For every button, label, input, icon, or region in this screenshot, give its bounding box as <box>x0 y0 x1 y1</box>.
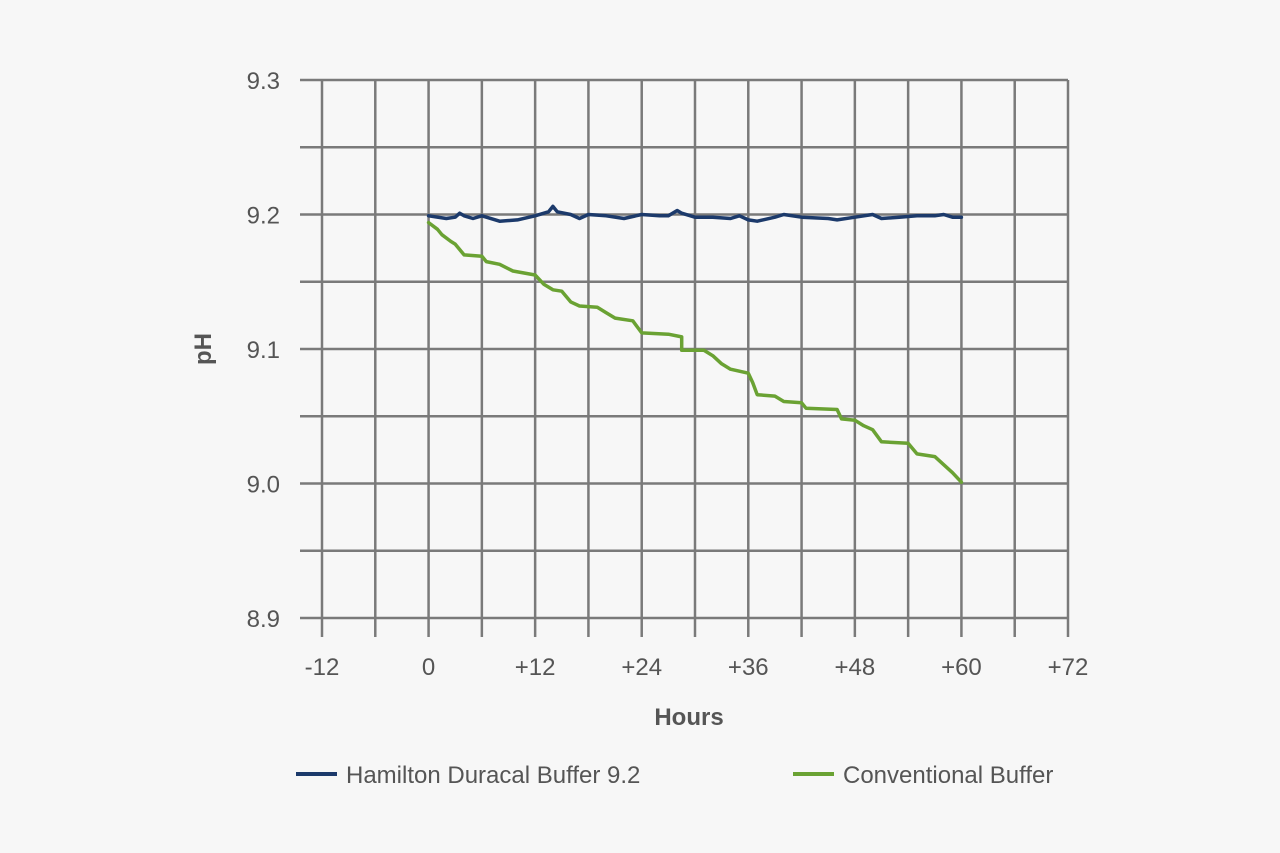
legend: Hamilton Duracal Buffer 9.2 Conventional… <box>296 762 1053 789</box>
series-line-conventional <box>426 220 964 484</box>
series-line-hamilton <box>426 204 964 223</box>
x-tick-label: +24 <box>621 654 662 681</box>
x-tick-label: -12 <box>305 654 340 681</box>
x-tick-label: +12 <box>515 654 556 681</box>
y-tick-label: 9.0 <box>247 472 280 499</box>
x-tick-label: 0 <box>422 654 435 681</box>
x-tick-label: +48 <box>834 654 875 681</box>
y-axis-title: pH <box>190 333 217 365</box>
legend-label-conventional: Conventional Buffer <box>843 762 1053 789</box>
x-tick-label: +72 <box>1048 654 1089 681</box>
x-axis-title: Hours <box>654 704 723 731</box>
x-tick-label: +36 <box>728 654 769 681</box>
legend-item-hamilton: Hamilton Duracal Buffer 9.2 <box>296 762 640 789</box>
y-tick-label: 8.9 <box>247 606 280 633</box>
tick-labels: -12 0 +12 +24 +36 +48 +60 +72 8.9 9.0 9.1 9.2 9.3 <box>247 68 1089 681</box>
x-tick-label: +60 <box>941 654 982 681</box>
grid <box>300 78 1070 637</box>
y-tick-label: 9.1 <box>247 337 280 364</box>
series-lines <box>426 204 964 484</box>
legend-label-hamilton: Hamilton Duracal Buffer 9.2 <box>346 762 640 789</box>
y-tick-label: 9.3 <box>247 68 280 95</box>
y-tick-label: 9.2 <box>247 203 280 230</box>
legend-item-conventional: Conventional Buffer <box>793 762 1053 789</box>
